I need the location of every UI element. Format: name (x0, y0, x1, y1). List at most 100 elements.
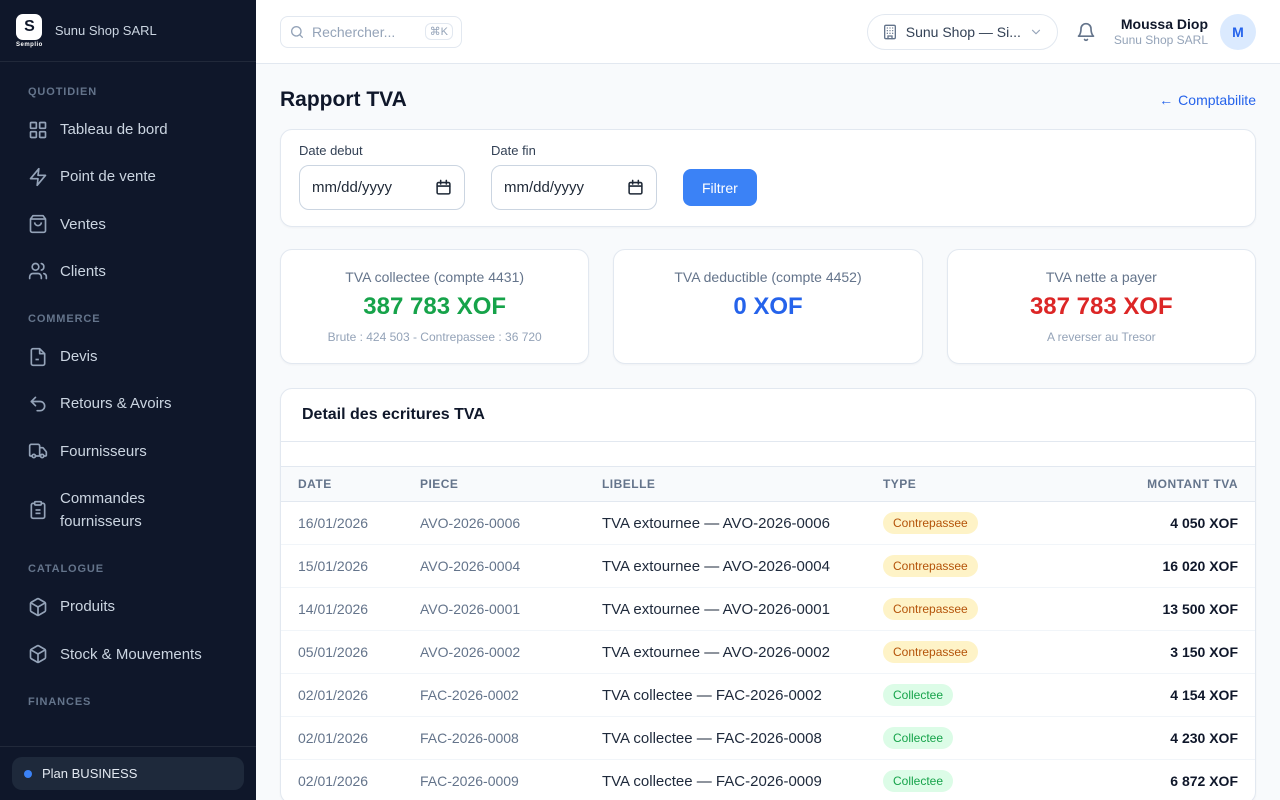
cell-amount: 4 154 XOF (1079, 673, 1255, 717)
sidebar-item-commandes-fournisseurs[interactable]: Commandes fournisseurs (12, 475, 222, 546)
start-date-label: Date debut (299, 143, 363, 158)
column-header-type: TYPE (883, 466, 1079, 502)
type-badge: Contrepassee (883, 512, 978, 534)
cell-amount: 4 050 XOF (1079, 501, 1255, 545)
type-badge: Collectee (883, 770, 954, 792)
topbar-right: Sunu Shop — Si... Moussa Diop Sunu Shop … (866, 13, 1256, 50)
sidebar-item-ventes[interactable]: Ventes (12, 201, 244, 248)
stat-value: 387 783 XOF (363, 293, 507, 320)
stat-label: TVA collectee (compte 4431) (345, 269, 525, 285)
cell-libelle: TVA collectee — FAC-2026-0009 (602, 759, 883, 800)
page-content: Rapport TVA ← Comptabilite Date debut mm… (256, 64, 1280, 800)
sidebar-item-label: Tableau de bord (60, 121, 168, 138)
tva-table-head: DATE PIECE LIBELLE TYPE MONTANT TVA (281, 466, 1255, 502)
sidebar-item-retours-avoirs[interactable]: Retours & Avoirs (12, 380, 244, 427)
building-icon (882, 24, 898, 40)
stat-label: TVA nette a payer (1045, 269, 1157, 285)
table-row[interactable]: 05/01/2026 AVO-2026-0002 TVA extournee —… (281, 630, 1255, 674)
stat-note: A reverser au Tresor (1046, 330, 1156, 344)
company-selector[interactable]: Sunu Shop — Si... (866, 13, 1058, 50)
brand-header: S Semplio Sunu Shop SARL (0, 0, 256, 62)
date-filter-card: Date debut mm/dd/yyyy Date fin mm/dd/yyy… (280, 129, 1256, 227)
back-to-comptabilite-link[interactable]: ← Comptabilite (1159, 92, 1256, 108)
stat-label: TVA deductible (compte 4452) (674, 269, 862, 285)
stat-value: 387 783 XOF (1029, 293, 1173, 320)
cell-date: 02/01/2026 (281, 759, 420, 800)
sidebar-company-name: Sunu Shop SARL (54, 23, 157, 38)
plan-badge[interactable]: Plan BUSINESS (12, 757, 244, 790)
cell-date: 14/01/2026 (281, 587, 420, 631)
cell-amount: 16 020 XOF (1079, 544, 1255, 588)
stat-note: Brute : 424 503 - Contrepassee : 36 720 (327, 330, 542, 344)
sidebar-item-fournisseurs[interactable]: Fournisseurs (12, 428, 244, 475)
sidebar-item-tableau-de-bord[interactable]: Tableau de bord (12, 106, 244, 153)
sidebar-nav: QUOTIDIEN Tableau de bord Point de vente… (0, 62, 256, 746)
avatar[interactable]: M (1220, 13, 1256, 50)
users-icon (28, 261, 48, 281)
table-title: Detail des ecritures TVA (281, 389, 1255, 442)
end-date-input[interactable]: mm/dd/yyyy (491, 165, 657, 210)
chevron-down-icon (1029, 25, 1043, 39)
column-header-montant: MONTANT TVA (1079, 466, 1255, 502)
truck-icon (28, 441, 48, 461)
user-info: Moussa Diop Sunu Shop SARL (1114, 15, 1208, 49)
cell-amount: 6 872 XOF (1079, 759, 1255, 800)
tva-detail-card: Detail des ecritures TVA DATE PIECE LIBE… (280, 388, 1256, 800)
cell-amount: 4 230 XOF (1079, 716, 1255, 760)
table-row[interactable]: 02/01/2026 FAC-2026-0009 TVA collectee —… (281, 759, 1255, 800)
clipboard-list-icon (28, 500, 48, 520)
logo-caption: Semplio (16, 41, 43, 48)
end-date-field: Date fin mm/dd/yyyy (491, 143, 657, 210)
cell-piece: FAC-2026-0002 (420, 673, 602, 717)
column-header-date: DATE (281, 466, 420, 502)
table-row[interactable]: 02/01/2026 FAC-2026-0008 TVA collectee —… (281, 716, 1255, 760)
sidebar-item-stock-mouvements[interactable]: Stock & Mouvements (12, 631, 244, 678)
plan-dot-icon (24, 769, 32, 778)
user-company: Sunu Shop SARL (1113, 32, 1208, 47)
table-row[interactable]: 14/01/2026 AVO-2026-0001 TVA extournee —… (281, 587, 1255, 631)
sidebar-item-clients[interactable]: Clients (12, 248, 244, 295)
sidebar-item-produits[interactable]: Produits (12, 583, 244, 630)
sidebar-item-point-de-vente[interactable]: Point de vente (12, 153, 244, 200)
filter-button[interactable]: Filtrer (683, 169, 757, 206)
semplio-logo: S Semplio (16, 13, 43, 48)
cell-amount: 13 500 XOF (1079, 587, 1255, 631)
sidebar-item-label: Ventes (60, 215, 106, 233)
back-link-label: Comptabilite (1178, 92, 1256, 108)
table-row[interactable]: 16/01/2026 AVO-2026-0006 TVA extournee —… (281, 501, 1255, 545)
section-label-catalogue: CATALOGUE (28, 563, 104, 576)
page-header: Rapport TVA ← Comptabilite (280, 88, 1256, 112)
sidebar-item-label: Retours & Avoirs (60, 395, 172, 413)
stat-card-tva-deductible: TVA deductible (compte 4452) 0 XOF (613, 249, 923, 364)
table-row[interactable]: 02/01/2026 FAC-2026-0002 TVA collectee —… (281, 673, 1255, 717)
sidebar-item-label: Devis (60, 348, 98, 365)
type-badge: Contrepassee (883, 598, 978, 620)
notifications-button[interactable] (1076, 22, 1096, 42)
cell-libelle: TVA extournee — AVO-2026-0001 (602, 587, 883, 631)
search-input[interactable]: Rechercher... ⌘K (280, 15, 462, 48)
layout-grid-icon (28, 120, 48, 140)
type-badge: Contrepassee (883, 555, 978, 577)
stat-card-tva-collectee: TVA collectee (compte 4431) 387 783 XOF … (280, 249, 590, 364)
table-row[interactable]: 15/01/2026 AVO-2026-0004 TVA extournee —… (281, 544, 1255, 588)
sidebar-item-devis[interactable]: Devis (12, 333, 244, 380)
company-selector-value: Sunu Shop — Si... (905, 23, 1021, 40)
cell-date: 02/01/2026 (281, 673, 420, 717)
start-date-input[interactable]: mm/dd/yyyy (299, 165, 465, 210)
page-title: Rapport TVA (280, 88, 407, 111)
sidebar-item-label: Fournisseurs (60, 442, 147, 460)
main-area: Rechercher... ⌘K Sunu Shop — Si... Mouss… (256, 0, 1280, 800)
plan-label: Plan BUSINESS (42, 766, 138, 781)
section-label-commerce: COMMERCE (28, 313, 101, 325)
undo-icon (28, 394, 48, 414)
sidebar-item-label: Produits (60, 598, 116, 616)
sidebar-item-label: Commandes fournisseurs (60, 489, 146, 530)
stat-value: 0 XOF (733, 293, 803, 320)
sidebar: S Semplio Sunu Shop SARL QUOTIDIEN Table… (0, 0, 256, 800)
keyboard-shortcut-badge: ⌘K (424, 23, 453, 40)
topbar: Rechercher... ⌘K Sunu Shop — Si... Mouss… (256, 0, 1280, 64)
tva-table-body: 16/01/2026 AVO-2026-0006 TVA extournee —… (281, 501, 1255, 800)
cell-date: 02/01/2026 (281, 716, 420, 760)
sidebar-footer: Plan BUSINESS (0, 746, 256, 800)
cell-piece: FAC-2026-0009 (420, 759, 602, 800)
